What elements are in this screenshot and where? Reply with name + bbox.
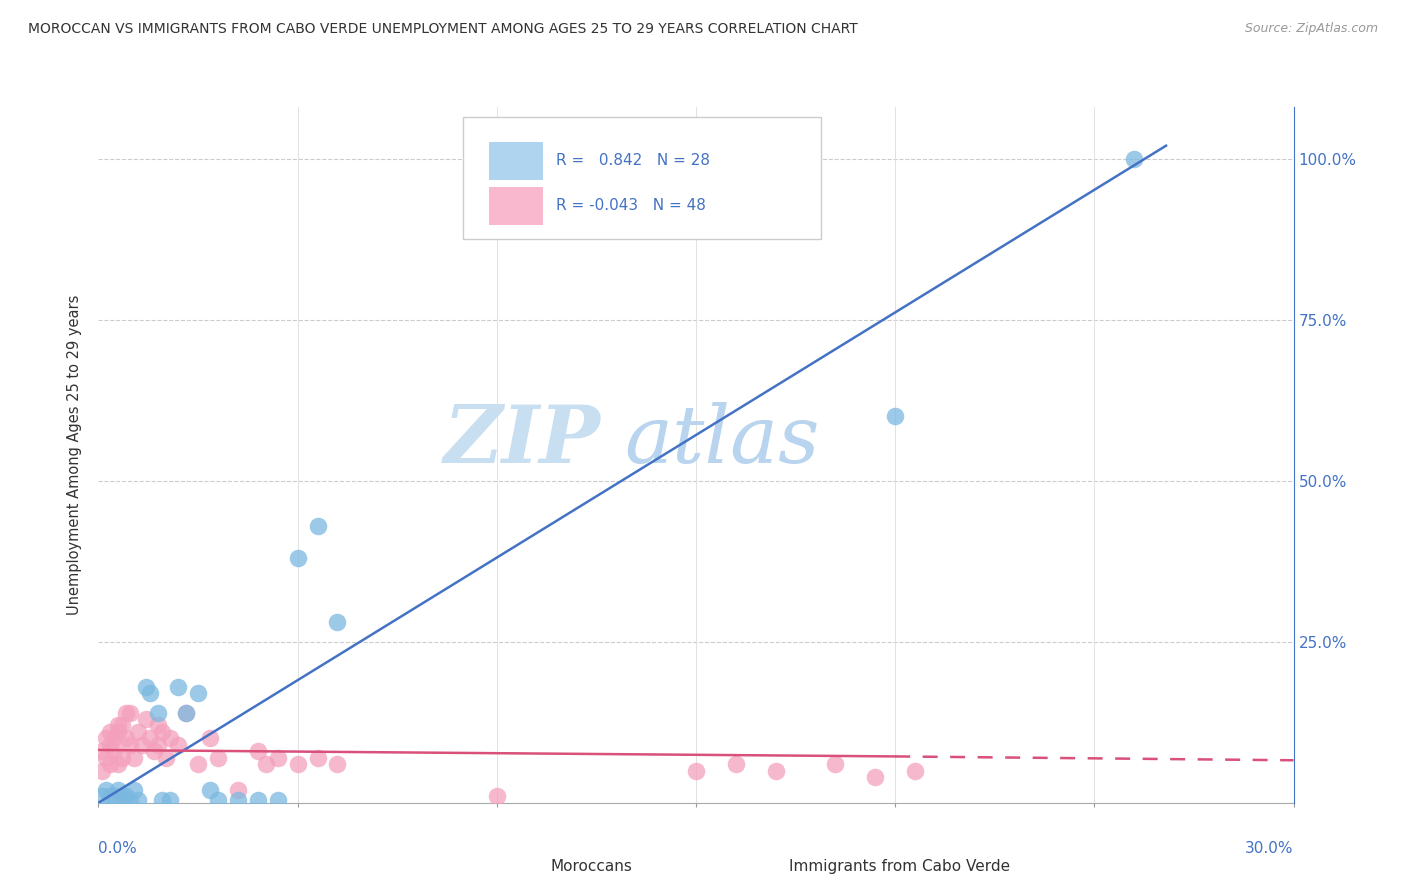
Point — [198, 783, 221, 797]
Point — [120, 706, 142, 720]
Point — [107, 718, 129, 732]
Point — [107, 725, 129, 739]
Point — [120, 792, 142, 806]
Point — [1123, 152, 1146, 166]
Point — [148, 706, 170, 720]
Point — [254, 757, 277, 772]
Point — [120, 738, 142, 752]
Text: Source: ZipAtlas.com: Source: ZipAtlas.com — [1244, 22, 1378, 36]
Point — [100, 725, 122, 739]
Point — [307, 750, 329, 764]
Point — [111, 718, 134, 732]
Text: ZIP: ZIP — [443, 402, 600, 480]
Point — [207, 750, 229, 764]
Point — [267, 792, 290, 806]
Point — [287, 757, 309, 772]
Point — [103, 744, 125, 758]
Point — [91, 789, 114, 804]
Point — [207, 792, 229, 806]
Point — [148, 718, 170, 732]
Text: Moroccans: Moroccans — [550, 859, 633, 874]
Text: atlas: atlas — [624, 402, 820, 480]
FancyBboxPatch shape — [463, 118, 821, 239]
Point — [124, 783, 146, 797]
Point — [124, 750, 146, 764]
Text: R = -0.043   N = 48: R = -0.043 N = 48 — [557, 198, 706, 213]
Point — [111, 789, 134, 804]
Point — [100, 738, 122, 752]
Point — [187, 757, 209, 772]
Point — [884, 409, 907, 424]
Point — [187, 686, 209, 700]
Point — [91, 744, 114, 758]
Point — [111, 750, 134, 764]
Point — [904, 764, 927, 778]
Point — [824, 757, 846, 772]
FancyBboxPatch shape — [744, 856, 778, 877]
Point — [198, 731, 221, 746]
Point — [131, 738, 153, 752]
Point — [139, 686, 162, 700]
Text: MOROCCAN VS IMMIGRANTS FROM CABO VERDE UNEMPLOYMENT AMONG AGES 25 TO 29 YEARS CO: MOROCCAN VS IMMIGRANTS FROM CABO VERDE U… — [28, 22, 858, 37]
Point — [159, 731, 181, 746]
Point — [135, 712, 157, 726]
Point — [155, 750, 177, 764]
Point — [246, 792, 269, 806]
Point — [107, 783, 129, 797]
Point — [167, 680, 190, 694]
Point — [159, 792, 181, 806]
Point — [107, 757, 129, 772]
Point — [103, 731, 125, 746]
Point — [307, 518, 329, 533]
Point — [267, 750, 290, 764]
FancyBboxPatch shape — [489, 187, 543, 226]
Point — [724, 757, 747, 772]
Point — [863, 770, 887, 784]
Point — [115, 706, 138, 720]
Point — [246, 744, 269, 758]
FancyBboxPatch shape — [489, 142, 543, 180]
Y-axis label: Unemployment Among Ages 25 to 29 years: Unemployment Among Ages 25 to 29 years — [67, 294, 83, 615]
FancyBboxPatch shape — [505, 856, 538, 877]
Point — [103, 789, 125, 804]
Point — [150, 725, 173, 739]
Text: 30.0%: 30.0% — [1246, 841, 1294, 856]
Point — [485, 789, 508, 804]
Point — [326, 757, 349, 772]
Point — [100, 789, 122, 804]
Point — [96, 750, 118, 764]
Point — [96, 783, 118, 797]
Point — [226, 792, 249, 806]
Text: Immigrants from Cabo Verde: Immigrants from Cabo Verde — [789, 859, 1011, 874]
Point — [96, 731, 118, 746]
Point — [765, 764, 787, 778]
Point — [115, 789, 138, 804]
Point — [150, 792, 173, 806]
Point — [135, 680, 157, 694]
Point — [226, 783, 249, 797]
Point — [174, 706, 197, 720]
Point — [139, 731, 162, 746]
Text: R =   0.842   N = 28: R = 0.842 N = 28 — [557, 153, 710, 168]
Point — [148, 738, 170, 752]
Point — [91, 764, 114, 778]
Point — [115, 731, 138, 746]
Point — [100, 757, 122, 772]
Point — [143, 744, 166, 758]
Point — [127, 792, 149, 806]
Point — [685, 764, 707, 778]
Text: 0.0%: 0.0% — [98, 841, 138, 856]
Point — [167, 738, 190, 752]
Point — [174, 706, 197, 720]
Point — [287, 551, 309, 566]
Point — [127, 725, 149, 739]
Point — [326, 615, 349, 630]
